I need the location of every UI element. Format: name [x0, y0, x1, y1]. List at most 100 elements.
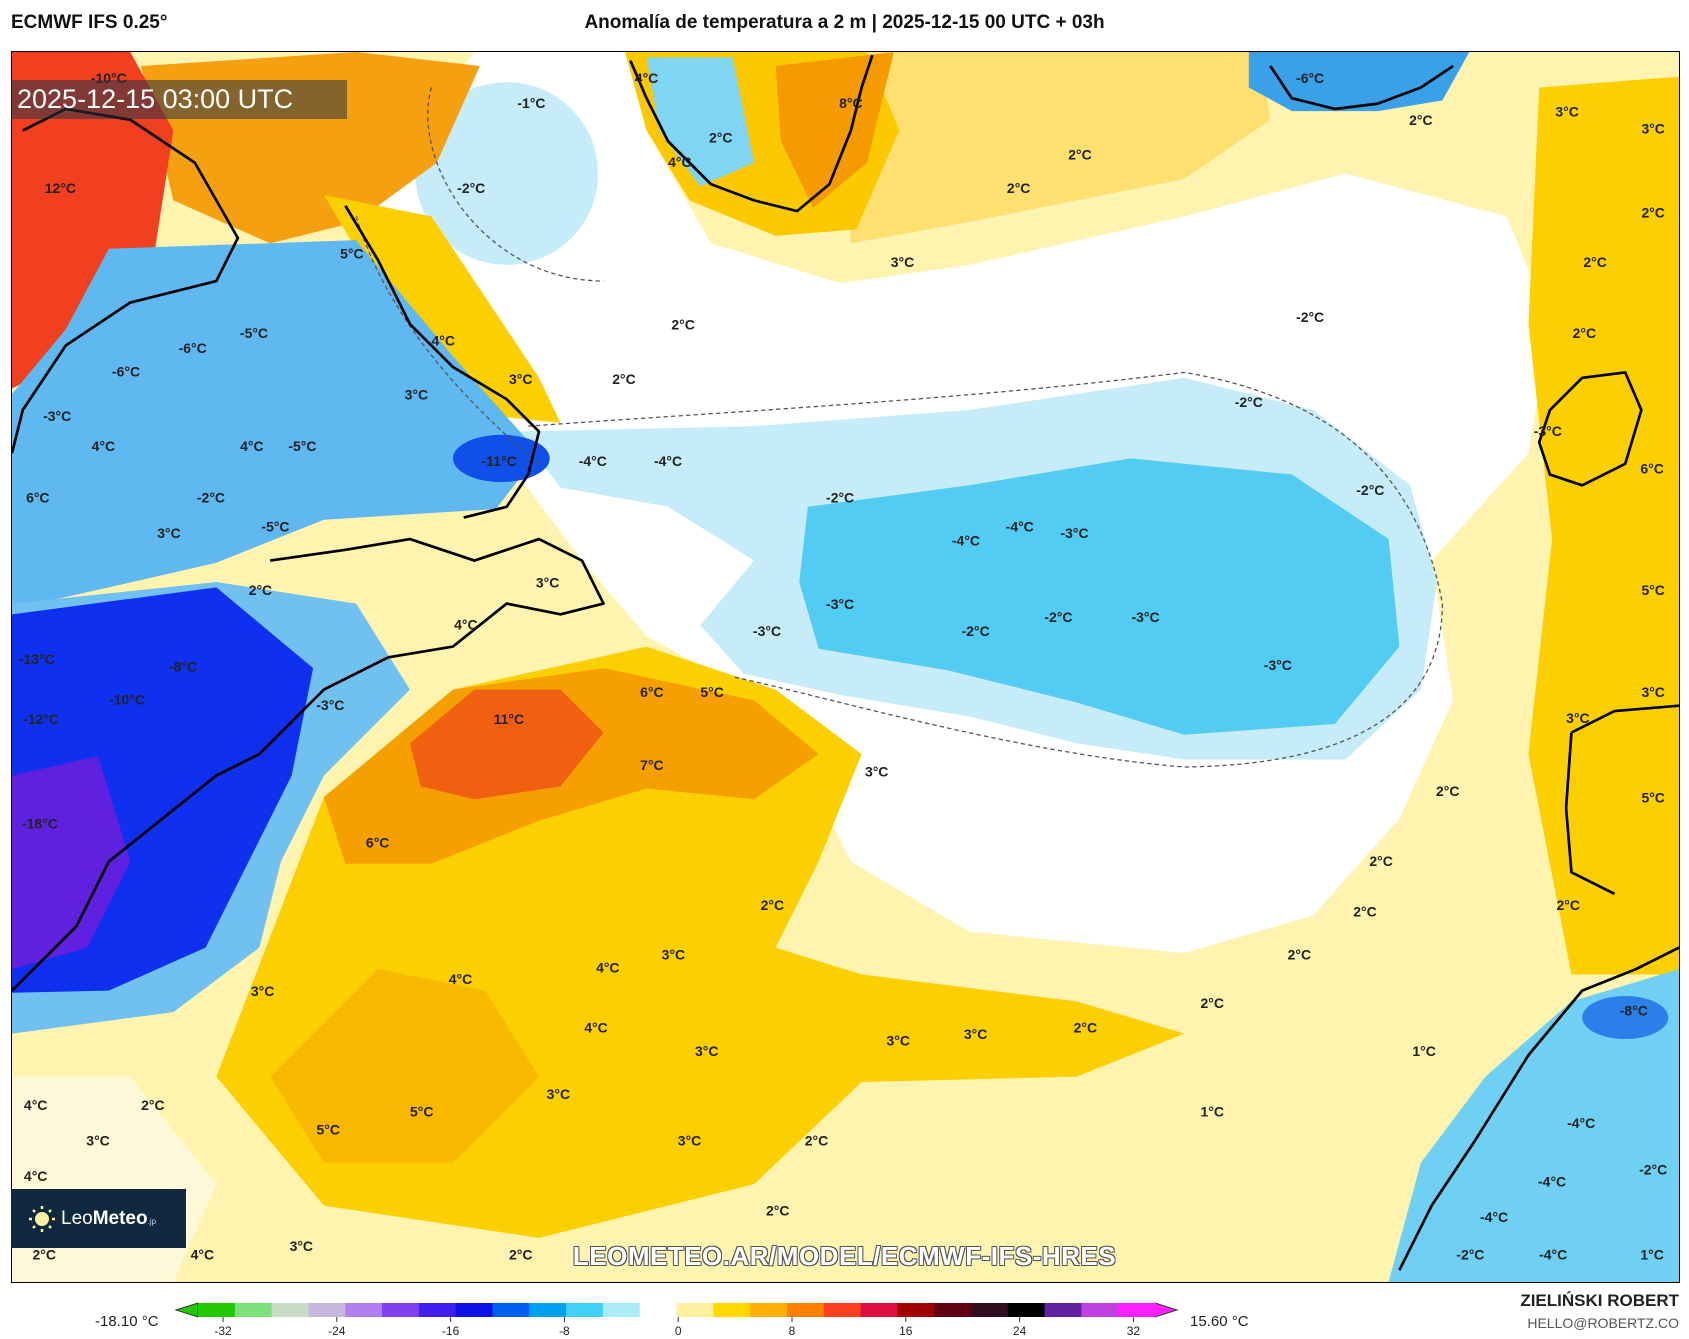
- colorbar-swatch: [1007, 1303, 1046, 1317]
- contour-label: -4°C: [1006, 519, 1034, 535]
- contour-label: -11°C: [482, 453, 517, 469]
- colorbar: -32 -24 -16 -8 0 8 16 24 32: [174, 1302, 1179, 1338]
- contour-label: 11°C: [494, 711, 524, 727]
- contour-label: -2°C: [1235, 394, 1263, 410]
- coastline-labrador: [344, 205, 541, 519]
- contour-label: -8°C: [1620, 1002, 1648, 1018]
- contour-label: 2°C: [766, 1202, 789, 1218]
- contour-label: -3°C: [316, 697, 344, 713]
- contour-label: -2°C: [197, 490, 225, 506]
- contour-label: 3°C: [678, 1132, 701, 1148]
- colorbar-tick-label: 24: [1013, 1324, 1027, 1338]
- contour-label: -3°C: [1264, 657, 1292, 673]
- author-email: HELLO@ROBERTZ.CO: [1527, 1315, 1679, 1331]
- contour-label: 5°C: [340, 245, 363, 261]
- colorbar-swatch: [455, 1303, 493, 1317]
- coastline-iceland: [1269, 64, 1454, 111]
- colorbar-tick-label: -32: [214, 1324, 232, 1338]
- contour-label: -12°C: [23, 711, 59, 727]
- model-name: ECMWF IFS 0.25°: [11, 12, 168, 33]
- colorbar-tick-label: 32: [1127, 1324, 1141, 1338]
- colorbar-swatch: [234, 1303, 273, 1317]
- contour-label: 3°C: [157, 525, 180, 541]
- contour-label: 1°C: [1412, 1043, 1435, 1059]
- field-labrador-yellow: [323, 194, 561, 423]
- source-watermark: LEOMETEO.AR/MODEL/ECMWF-IFS-HRES: [572, 1241, 1117, 1271]
- contour-label: 1°C: [1201, 1103, 1224, 1119]
- contour-label: 2°C: [709, 129, 732, 145]
- contour-label: 4°C: [240, 438, 263, 454]
- field-lightblue-north: [415, 82, 599, 265]
- contour-label: -5°C: [288, 438, 316, 454]
- colorbar-swatch: [345, 1303, 383, 1317]
- contour-label: 3°C: [405, 386, 428, 402]
- contour-label: 3°C: [865, 764, 888, 780]
- contour-label: 2°C: [249, 582, 272, 598]
- colorbar-tick-label: -24: [328, 1324, 346, 1338]
- temperature-anomaly-map[interactable]: -1°C -2°C 2°C 2°C 3°C 2°C 2°C 3°C 4°C 3°C 5°C -6°C -…: [11, 51, 1680, 1283]
- contour-label: 3°C: [662, 946, 685, 962]
- contour-label: 4°C: [191, 1246, 214, 1262]
- contour-label: -3°C: [1132, 609, 1160, 625]
- contour-label: 3°C: [547, 1086, 570, 1102]
- contour-label: 7°C: [640, 757, 663, 773]
- contour-label: 4°C: [24, 1168, 47, 1184]
- contour-label: 3°C: [1566, 710, 1589, 726]
- colorbar-swatch: [897, 1303, 935, 1317]
- contour-label: 2°C: [1573, 325, 1596, 341]
- contour-labels: -1°C -2°C 2°C 2°C 3°C 2°C 2°C 3°C 4°C 3°C 5°C -6°C -…: [19, 70, 1667, 1262]
- colorbar-arrow-left: [174, 1302, 199, 1318]
- colorbar-arrow-right: [1154, 1302, 1179, 1318]
- contour-label: -2°C: [1044, 609, 1072, 625]
- field-warm-red: [409, 689, 604, 800]
- coastline-us: [12, 774, 218, 992]
- contour-label: -2°C: [1356, 482, 1384, 498]
- contour-label: 2°C: [1353, 903, 1376, 919]
- contour-label: 5°C: [316, 1122, 339, 1138]
- contour-label: 3°C: [509, 371, 532, 387]
- colorbar-swatch: [602, 1303, 641, 1317]
- field-quebec-blue: [12, 240, 539, 609]
- contour-label: 1°C: [1640, 1246, 1663, 1262]
- colorbar-swatch: [1081, 1303, 1119, 1317]
- colorbar-swatch: [934, 1303, 972, 1317]
- contour-label: 4°C: [432, 333, 455, 349]
- colorbar-swatch: [308, 1303, 346, 1317]
- contour-label: 3°C: [1641, 121, 1664, 137]
- contour-label: 4°C: [24, 1097, 47, 1113]
- colorbar-swatch: [418, 1303, 457, 1317]
- contour-label: 3°C: [86, 1132, 109, 1148]
- contour-label: 3°C: [695, 1043, 718, 1059]
- colorbar-swatch: [970, 1303, 1009, 1317]
- contour-label: 2°C: [33, 1246, 56, 1262]
- contour-label: 3°C: [1641, 684, 1664, 700]
- contour-label: 4°C: [92, 438, 115, 454]
- field-iceland-blue: [1248, 52, 1470, 112]
- colorbar-swatch: [860, 1303, 898, 1317]
- colorbar-swatch: [1044, 1303, 1082, 1317]
- contour-label: 6°C: [640, 684, 663, 700]
- contour-label: -2°C: [1639, 1161, 1667, 1177]
- contour-label: -3°C: [43, 408, 71, 424]
- contour-label: -4°C: [1480, 1209, 1508, 1225]
- contour-label: 4°C: [449, 971, 472, 987]
- field-north-yellow: [840, 52, 1271, 244]
- contour-label: 8°C: [839, 95, 862, 111]
- contour-label: 2°C: [1583, 254, 1606, 270]
- sun-icon: [29, 1205, 55, 1232]
- coastline-gulf: [215, 537, 605, 777]
- leometeo-logo[interactable]: LeoMeteo.jp: [11, 1189, 186, 1248]
- contour-label: 2°C: [1074, 1020, 1097, 1036]
- field-greenland-orange: [775, 52, 894, 208]
- contour-label: 4°C: [635, 70, 658, 86]
- contour-label: 6°C: [1640, 460, 1663, 476]
- contour-label: 2°C: [1007, 180, 1030, 196]
- contour-label: -4°C: [579, 453, 607, 469]
- contour-label: -3°C: [753, 623, 781, 639]
- colorbar-swatch: [529, 1303, 567, 1317]
- contour-label: -13°C: [19, 651, 55, 667]
- contour-label: -5°C: [261, 519, 289, 535]
- contour-label: 4°C: [584, 1020, 607, 1036]
- contour-label: 2°C: [1436, 783, 1459, 799]
- contour-label: 3°C: [1555, 104, 1578, 120]
